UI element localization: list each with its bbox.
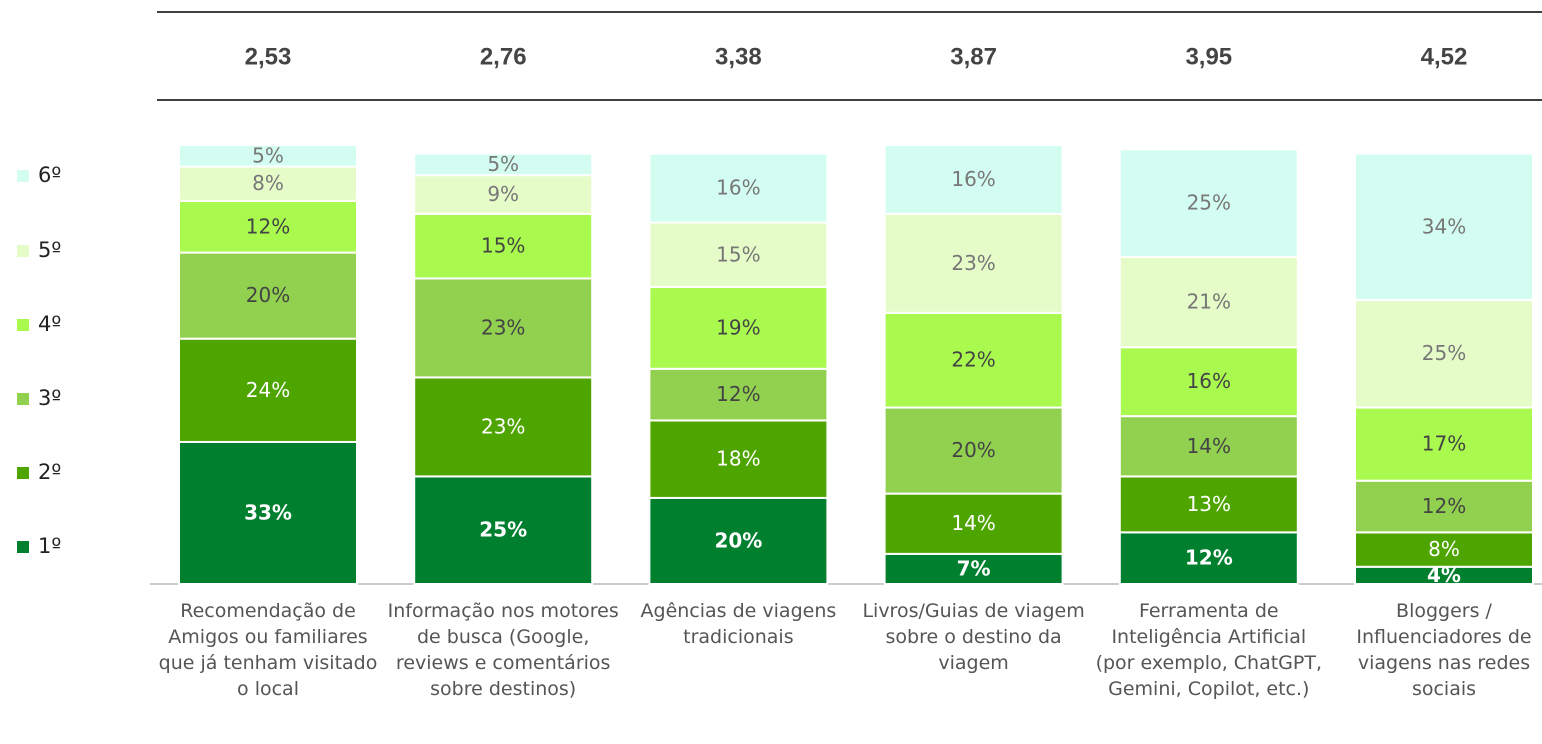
- bar-segment: [413, 475, 594, 585]
- data-label: 20%: [714, 528, 762, 552]
- data-label: 25%: [479, 518, 527, 542]
- data-label: 25%: [1187, 191, 1231, 215]
- legend-swatch: [17, 393, 29, 405]
- legend-swatch: [17, 467, 29, 479]
- bar-segment: [178, 165, 358, 202]
- data-label: 20%: [951, 438, 995, 462]
- data-label: 23%: [481, 414, 525, 438]
- data-label: 23%: [951, 251, 995, 275]
- bar-segment: [1354, 152, 1534, 301]
- data-label: 15%: [481, 234, 525, 258]
- data-label: 13%: [1187, 492, 1231, 516]
- x-tick-label: Ferramenta de Inteligência Artificial (p…: [1095, 600, 1323, 700]
- bar-segment: [1354, 531, 1534, 568]
- legend-label: 5º: [38, 238, 61, 262]
- legend-label: 6º: [38, 163, 61, 187]
- legend-swatch: [17, 541, 29, 553]
- data-label: 12%: [1185, 546, 1233, 570]
- bar-segment: [883, 311, 1064, 409]
- data-label: 16%: [1187, 369, 1231, 393]
- legend-label: 4º: [38, 312, 61, 336]
- data-label: 14%: [1187, 434, 1231, 458]
- legend-label: 2º: [38, 460, 61, 484]
- legend-label: 3º: [38, 386, 61, 410]
- data-label: 25%: [1422, 341, 1466, 365]
- data-label: 12%: [1422, 494, 1466, 518]
- bar-segment: [178, 144, 358, 168]
- bar-segment: [883, 552, 1064, 586]
- data-label: 7%: [957, 556, 991, 580]
- bar-segment: [648, 367, 829, 422]
- data-label: 16%: [951, 167, 995, 191]
- x-tick-label: Recomendação de Amigos ou familiares que…: [158, 600, 378, 700]
- average-label: 2,53: [245, 43, 292, 70]
- bar-segment: [648, 152, 829, 224]
- bar-segment: [413, 152, 594, 177]
- bar-segment: [1354, 298, 1534, 409]
- legend-swatch: [17, 170, 29, 182]
- data-label: 14%: [951, 511, 995, 535]
- data-label: 22%: [951, 348, 995, 372]
- bar-segment: [648, 419, 829, 499]
- legend-swatch: [17, 319, 29, 331]
- data-label: 16%: [716, 176, 760, 200]
- x-tick-label: Bloggers / Influenciadores de viagens na…: [1356, 600, 1532, 700]
- data-label: 5%: [252, 143, 284, 167]
- bar-segment: [1118, 346, 1299, 418]
- bar-segment: [413, 212, 594, 280]
- bar-segment: [883, 406, 1064, 495]
- average-label: 2,76: [480, 43, 527, 70]
- legend-label: 1º: [38, 534, 61, 558]
- data-label: 33%: [244, 500, 292, 524]
- bar-segment: [1118, 415, 1299, 478]
- legend-swatch: [17, 245, 29, 257]
- data-label: 24%: [246, 378, 290, 402]
- data-label: 15%: [716, 242, 760, 266]
- bar-segment: [648, 496, 829, 585]
- average-label: 3,38: [715, 43, 762, 70]
- bar-segment: [648, 221, 829, 289]
- data-label: 5%: [487, 152, 519, 176]
- data-label: 23%: [481, 315, 525, 339]
- bar-segment: [1118, 148, 1299, 258]
- data-label: 34%: [1422, 214, 1466, 238]
- data-label: 19%: [716, 315, 760, 339]
- data-label: 17%: [1422, 432, 1466, 456]
- bar-segment: [413, 174, 594, 215]
- data-label: 12%: [246, 214, 290, 238]
- data-label: 8%: [1428, 537, 1460, 561]
- bar-segment: [883, 144, 1064, 215]
- data-label: 21%: [1187, 290, 1231, 314]
- bar-segment: [178, 337, 358, 443]
- data-label: 20%: [246, 283, 290, 307]
- data-label: 12%: [716, 382, 760, 406]
- bar-segment: [1354, 406, 1534, 482]
- data-label: 18%: [716, 447, 760, 471]
- x-tick-label: Informação nos motores de busca (Google,…: [387, 600, 619, 700]
- x-tick-label: Agências de viagens tradicionais: [640, 600, 837, 648]
- data-label: 9%: [487, 182, 519, 206]
- x-tick-label: Livros/Guias de viagem sobre o destino d…: [862, 600, 1085, 674]
- average-label: 4,52: [1421, 43, 1468, 70]
- average-label: 3,87: [950, 43, 997, 70]
- bar-segment: [883, 492, 1064, 555]
- bar-segment: [178, 440, 358, 585]
- data-label: 8%: [252, 171, 284, 195]
- bar-segment: [1354, 479, 1534, 534]
- average-label: 3,95: [1185, 43, 1232, 70]
- bar-segment: [413, 376, 594, 478]
- bar-segment: [178, 199, 358, 254]
